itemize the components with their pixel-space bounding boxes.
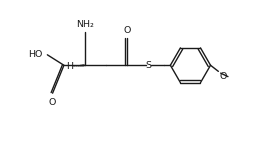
Text: S: S — [145, 61, 152, 70]
Text: H: H — [66, 62, 73, 71]
Text: HO: HO — [29, 50, 43, 59]
Text: O: O — [48, 98, 56, 107]
Text: O: O — [123, 26, 131, 35]
Text: NH₂: NH₂ — [76, 20, 94, 29]
Text: O: O — [219, 72, 227, 81]
